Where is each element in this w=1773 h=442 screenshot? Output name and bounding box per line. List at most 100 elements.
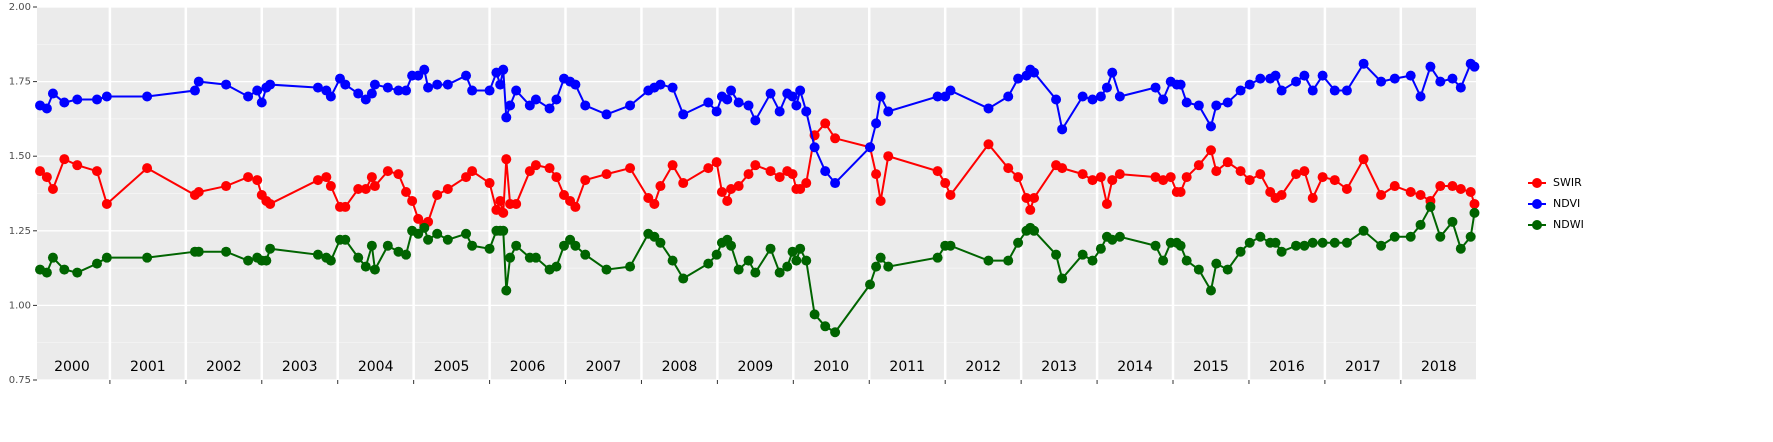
data-point	[649, 198, 660, 209]
data-point	[1307, 85, 1318, 96]
year-label: 2004	[358, 359, 394, 375]
data-point	[243, 172, 254, 183]
data-point	[1077, 169, 1088, 180]
data-point	[722, 195, 733, 206]
year-label: 2008	[662, 359, 698, 375]
data-point	[432, 189, 443, 200]
data-point	[711, 249, 722, 260]
data-point	[795, 85, 806, 96]
data-point	[1107, 175, 1118, 186]
data-point	[787, 246, 798, 257]
year-label: 2007	[586, 359, 622, 375]
data-point	[1003, 163, 1014, 174]
data-point	[1029, 192, 1040, 203]
data-point	[743, 255, 754, 266]
data-point	[1095, 91, 1106, 102]
year-label: 2003	[282, 359, 318, 375]
data-point	[1307, 192, 1318, 203]
data-point	[72, 267, 83, 278]
data-point	[101, 91, 112, 102]
data-point	[726, 85, 737, 96]
data-point	[932, 252, 943, 263]
data-point	[353, 88, 364, 99]
data-point	[142, 252, 153, 263]
data-point	[312, 249, 323, 260]
legend-label: NDVI	[1553, 197, 1580, 210]
data-point	[820, 118, 831, 129]
data-point	[782, 261, 793, 272]
data-point	[678, 178, 689, 189]
data-point	[59, 264, 70, 275]
data-point	[1193, 264, 1204, 275]
data-point	[716, 187, 727, 198]
data-point	[1425, 201, 1436, 212]
data-point	[142, 91, 153, 102]
data-point	[1175, 79, 1186, 90]
data-point	[221, 181, 232, 192]
data-point	[871, 118, 882, 129]
data-point	[1405, 187, 1416, 198]
year-label: 2001	[130, 359, 166, 375]
data-point	[1244, 175, 1255, 186]
data-point	[382, 240, 393, 251]
data-point	[1276, 246, 1287, 257]
data-point	[655, 79, 666, 90]
y-tick-label: 1.75	[9, 77, 31, 88]
data-point	[484, 85, 495, 96]
data-point	[1455, 243, 1466, 254]
data-point	[1405, 231, 1416, 242]
data-point	[820, 166, 831, 177]
data-point	[530, 252, 541, 263]
data-point	[1013, 237, 1024, 248]
data-point	[261, 255, 272, 266]
data-point	[1222, 97, 1233, 108]
data-point	[883, 106, 894, 117]
data-point	[1158, 175, 1169, 186]
data-point	[1057, 163, 1068, 174]
y-tick-label: 1.25	[9, 226, 31, 237]
data-point	[530, 94, 541, 105]
data-point	[401, 249, 412, 260]
data-point	[366, 88, 377, 99]
data-point	[484, 178, 495, 189]
data-point	[1205, 145, 1216, 156]
data-point	[101, 252, 112, 263]
data-point	[544, 163, 555, 174]
data-point	[787, 169, 798, 180]
data-point	[1003, 255, 1014, 266]
data-point	[1193, 160, 1204, 171]
data-point	[530, 160, 541, 171]
data-point	[401, 85, 412, 96]
data-point	[711, 157, 722, 168]
data-point	[35, 166, 46, 177]
data-point	[467, 240, 478, 251]
data-point	[265, 243, 276, 254]
data-point	[1358, 225, 1369, 236]
data-point	[91, 94, 102, 105]
data-point	[41, 267, 52, 278]
data-point	[1329, 237, 1340, 248]
data-point	[495, 79, 506, 90]
data-point	[243, 91, 254, 102]
data-point	[1255, 169, 1266, 180]
y-tick-label: 0.75	[9, 375, 31, 386]
data-point	[1465, 231, 1476, 242]
data-point	[1358, 58, 1369, 69]
data-point	[1376, 76, 1387, 87]
data-point	[401, 187, 412, 198]
data-point	[369, 181, 380, 192]
legend-marker	[1532, 220, 1542, 230]
data-point	[256, 97, 267, 108]
data-point	[59, 97, 70, 108]
data-point	[945, 189, 956, 200]
data-point	[1051, 249, 1062, 260]
data-point	[1455, 82, 1466, 93]
data-point	[625, 163, 636, 174]
data-point	[601, 264, 612, 275]
data-point	[801, 106, 812, 117]
data-point	[551, 94, 562, 105]
data-point	[871, 261, 882, 272]
data-point	[1114, 169, 1125, 180]
data-point	[511, 240, 522, 251]
data-point	[1095, 172, 1106, 183]
